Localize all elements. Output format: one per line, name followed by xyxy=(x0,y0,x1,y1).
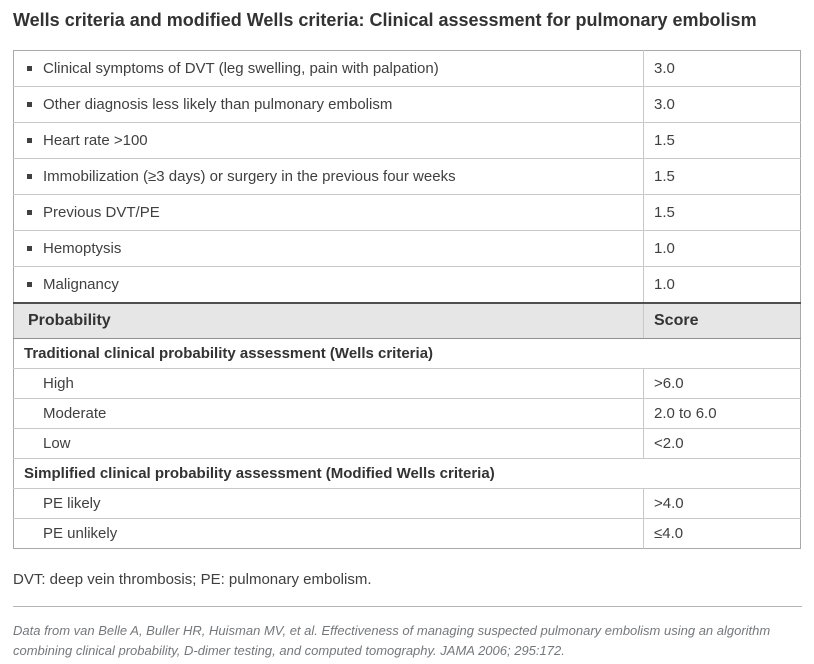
table-row: Heart rate >100 1.5 xyxy=(13,122,801,159)
table-header-row: Probability Score xyxy=(13,302,801,339)
square-bullet-icon xyxy=(27,245,32,251)
section-header-row: Simplified clinical probability assessme… xyxy=(13,458,801,489)
abbreviations-footnote: DVT: deep vein thrombosis; PE: pulmonary… xyxy=(13,571,372,588)
row-label: PE likely xyxy=(13,488,644,519)
row-label: Clinical symptoms of DVT (leg swelling, … xyxy=(14,51,644,87)
table-row: Other diagnosis less likely than pulmona… xyxy=(13,86,801,123)
square-bullet-icon xyxy=(27,281,32,287)
row-label: Malignancy xyxy=(13,266,644,303)
table-row: Low <2.0 xyxy=(13,428,801,459)
table-row: High >6.0 xyxy=(13,368,801,399)
source-citation: Data from van Belle A, Buller HR, Huisma… xyxy=(13,623,771,658)
score-value: ≤4.0 xyxy=(643,518,801,549)
row-label: Low xyxy=(13,428,644,459)
square-bullet-icon xyxy=(27,173,32,179)
table-row: Previous DVT/PE 1.5 xyxy=(13,194,801,231)
score-value: 1.5 xyxy=(643,158,801,195)
probability-column-header: Probability xyxy=(13,302,644,339)
table-row: Clinical symptoms of DVT (leg swelling, … xyxy=(14,50,801,87)
table-row: Moderate 2.0 to 6.0 xyxy=(13,398,801,429)
section-title: Traditional clinical probability assessm… xyxy=(13,338,801,369)
table-row: Immobilization (≥3 days) or surgery in t… xyxy=(13,158,801,195)
score-value: 3.0 xyxy=(643,50,801,87)
square-bullet-icon xyxy=(27,101,32,107)
score-value: 1.5 xyxy=(643,194,801,231)
section-title: Simplified clinical probability assessme… xyxy=(13,458,801,489)
square-bullet-icon xyxy=(27,65,32,71)
row-label: Immobilization (≥3 days) or surgery in t… xyxy=(13,158,644,195)
footer-divider xyxy=(13,606,802,607)
row-label: High xyxy=(13,368,644,399)
row-label: PE unlikely xyxy=(13,518,644,549)
table-row: Hemoptysis 1.0 xyxy=(13,230,801,267)
row-label: Hemoptysis xyxy=(13,230,644,267)
score-value: 2.0 to 6.0 xyxy=(643,398,801,429)
score-value: <2.0 xyxy=(643,428,801,459)
score-column-header: Score xyxy=(643,302,801,339)
score-value: >4.0 xyxy=(643,488,801,519)
page-title: Wells criteria and modified Wells criter… xyxy=(13,10,757,30)
score-value: 1.0 xyxy=(643,230,801,267)
score-value: 1.0 xyxy=(643,266,801,303)
row-label: Heart rate >100 xyxy=(13,122,644,159)
wells-criteria-table: Clinical symptoms of DVT (leg swelling, … xyxy=(13,50,801,549)
table-row: Malignancy 1.0 xyxy=(13,266,801,303)
table-row: PE unlikely ≤4.0 xyxy=(13,518,801,549)
section-header-row: Traditional clinical probability assessm… xyxy=(13,338,801,369)
score-value: >6.0 xyxy=(643,368,801,399)
square-bullet-icon xyxy=(27,137,32,143)
row-label: Other diagnosis less likely than pulmona… xyxy=(13,86,644,123)
score-value: 1.5 xyxy=(643,122,801,159)
score-value: 3.0 xyxy=(643,86,801,123)
square-bullet-icon xyxy=(27,209,32,215)
row-label: Previous DVT/PE xyxy=(13,194,644,231)
row-label: Moderate xyxy=(13,398,644,429)
table-row: PE likely >4.0 xyxy=(13,488,801,519)
